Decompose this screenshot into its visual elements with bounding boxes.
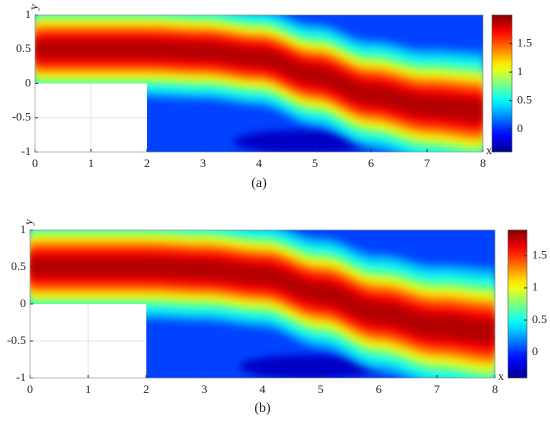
x-tick-label: 3 [200, 156, 206, 170]
recirculation [233, 129, 374, 152]
y-axis-label: y [26, 3, 41, 11]
x-tick-label: 1 [88, 156, 94, 170]
x-tick-label: 8 [492, 382, 498, 396]
x-tick-label: 2 [144, 156, 150, 170]
x-tick-label: 4 [260, 382, 266, 396]
colorbar-tick-label: 1.5 [517, 35, 532, 49]
x-tick-label: 1 [85, 382, 91, 396]
caption: (a) [251, 176, 267, 191]
y-tick-label: 1 [25, 7, 31, 21]
x-axis-label: x [498, 369, 504, 383]
x-tick-label: 6 [368, 156, 374, 170]
colorbar-tick-label: 1 [532, 280, 538, 294]
x-tick-label: 4 [256, 156, 262, 170]
colorbar-tick-label: 1.5 [532, 247, 547, 261]
field [30, 230, 495, 378]
y-axis-label: y [21, 218, 36, 226]
x-tick-label: 7 [424, 156, 430, 170]
axes-frame [34, 14, 484, 153]
y-tick-label: 0 [20, 296, 26, 310]
y-tick-label: -0.5 [12, 110, 31, 124]
x-tick-label: 0 [27, 382, 33, 396]
colorbar-tick-label: 0.5 [532, 312, 547, 326]
jet-band [35, 40, 483, 122]
jet-band [35, 34, 483, 129]
y-tick-label: 0.5 [11, 259, 26, 273]
y-tick-label: -0.5 [7, 333, 26, 347]
x-tick-label: 3 [201, 382, 207, 396]
y-tick-label: -1 [16, 370, 26, 384]
recirculation [239, 354, 379, 378]
x-tick-label: 2 [143, 382, 149, 396]
y-tick-label: -1 [21, 144, 31, 158]
x-tick-label: 5 [318, 382, 324, 396]
y-tick-label: 0.5 [16, 41, 31, 55]
field [35, 15, 483, 152]
colorbar [491, 14, 513, 153]
x-tick-label: 0 [32, 156, 38, 170]
colorbar-tick-label: 0 [517, 121, 523, 135]
colorbar-tick-label: 1 [517, 64, 523, 78]
x-tick-label: 7 [434, 382, 440, 396]
x-tick-label: 8 [480, 156, 486, 170]
x-tick-label: 6 [376, 382, 382, 396]
y-tick-label: 1 [20, 222, 26, 236]
x-tick-label: 5 [312, 156, 318, 170]
colorbar [507, 229, 528, 379]
caption: (b) [254, 401, 271, 416]
colorbar-tick-label: 0 [532, 344, 538, 358]
jet-band [30, 257, 495, 345]
x-axis-label: x [486, 143, 492, 157]
axes-frame [29, 229, 496, 379]
y-tick-label: 0 [25, 75, 31, 89]
colorbar-tick-label: 0.5 [517, 92, 532, 106]
